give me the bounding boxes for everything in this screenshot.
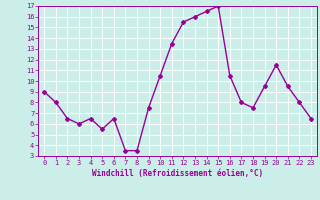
X-axis label: Windchill (Refroidissement éolien,°C): Windchill (Refroidissement éolien,°C) — [92, 169, 263, 178]
